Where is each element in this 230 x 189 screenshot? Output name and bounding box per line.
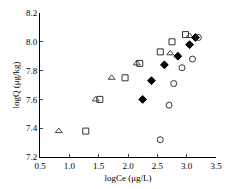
svg-text:7.8: 7.8	[26, 66, 38, 76]
svg-text:7.6: 7.6	[26, 95, 38, 105]
svg-text:8.2: 8.2	[26, 8, 37, 18]
svg-text:1.0: 1.0	[64, 161, 76, 171]
svg-text:0.5: 0.5	[34, 161, 46, 171]
svg-text:2.5: 2.5	[152, 161, 164, 171]
svg-text:3.0: 3.0	[181, 161, 193, 171]
svg-text:7.2: 7.2	[26, 152, 37, 162]
svg-text:logQ (μg/kg): logQ (μg/kg)	[11, 61, 21, 108]
svg-text:1.5: 1.5	[93, 161, 105, 171]
svg-text:8.0: 8.0	[26, 37, 38, 47]
svg-text:2.0: 2.0	[122, 161, 134, 171]
svg-text:logCe (μg/L): logCe (μg/L)	[104, 173, 151, 183]
svg-text:3.5: 3.5	[210, 161, 222, 171]
svg-text:7.4: 7.4	[26, 123, 38, 133]
